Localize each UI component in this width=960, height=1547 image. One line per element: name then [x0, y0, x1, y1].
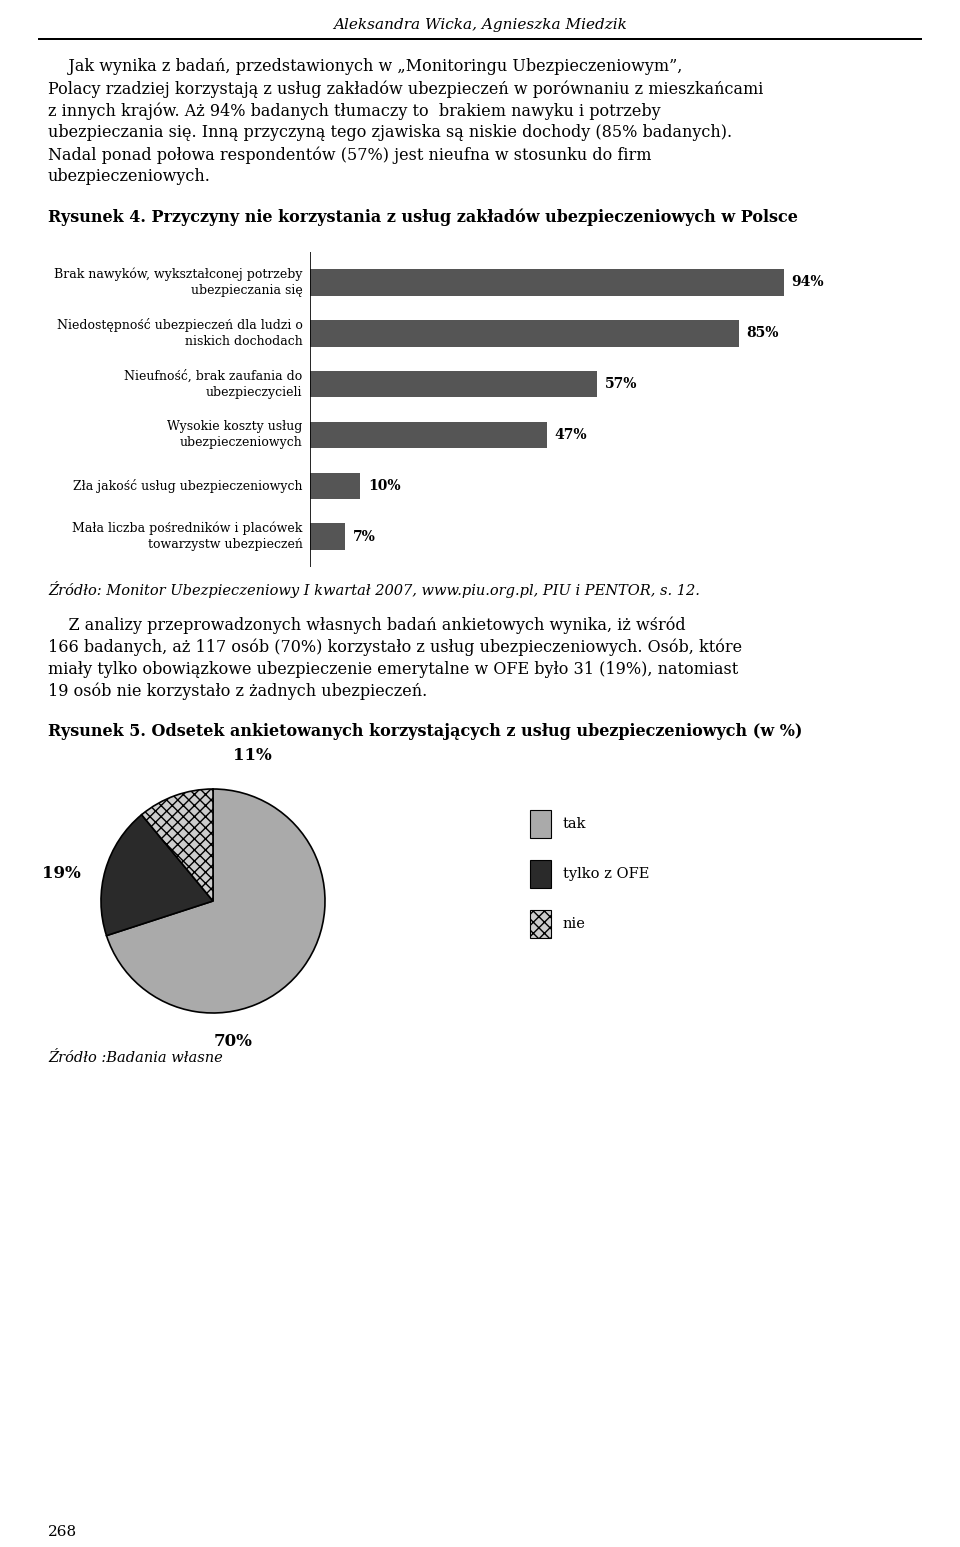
Text: 19%: 19%	[42, 865, 82, 882]
Text: Źródło: Monitor Ubezpieczeniowy I kwartał 2007, www.piu.org.pl, PIU i PENTOR, s.: Źródło: Monitor Ubezpieczeniowy I kwarta…	[48, 582, 700, 599]
Text: Nadal ponad połowa respondentów (57%) jest nieufna w stosunku do firm: Nadal ponad połowa respondentów (57%) je…	[48, 145, 652, 164]
Text: 10%: 10%	[368, 478, 400, 492]
Text: Z analizy przeprowadzonych własnych badań ankietowych wynika, iż wśród: Z analizy przeprowadzonych własnych bada…	[48, 617, 685, 634]
Text: 268: 268	[48, 1525, 77, 1539]
Text: 19 osób nie korzystało z żadnych ubezpieczeń.: 19 osób nie korzystało z żadnych ubezpie…	[48, 682, 427, 701]
Text: Niedostępność ubezpieczeń dla ludzi o
niskich dochodach: Niedostępność ubezpieczeń dla ludzi o ni…	[57, 319, 302, 348]
Text: ubezpieczeniowych.: ubezpieczeniowych.	[48, 169, 211, 186]
Text: Rysunek 5. Odsetek ankietowanych korzystających z usług ubezpieczeniowych (w %): Rysunek 5. Odsetek ankietowanych korzyst…	[48, 722, 803, 739]
Text: Polacy rzadziej korzystają z usług zakładów ubezpieczeń w porównaniu z mieszkańc: Polacy rzadziej korzystają z usług zakła…	[48, 80, 763, 97]
Text: 7%: 7%	[353, 529, 375, 543]
Wedge shape	[101, 815, 213, 936]
Bar	[310, 320, 738, 347]
Wedge shape	[142, 789, 213, 900]
Bar	[310, 422, 547, 449]
Text: Mała liczba pośredników i placówek
towarzystw ubezpieczeń: Mała liczba pośredników i placówek towar…	[72, 521, 302, 551]
Text: Zła jakość usług ubezpieczeniowych: Zła jakość usług ubezpieczeniowych	[73, 478, 302, 492]
Text: Nieufność, brak zaufania do
ubezpieczycieli: Nieufność, brak zaufania do ubezpieczyci…	[124, 370, 302, 399]
Text: ubezpieczania się. Inną przyczyną tego zjawiska są niskie dochody (85% badanych): ubezpieczania się. Inną przyczyną tego z…	[48, 124, 732, 141]
Bar	[310, 371, 597, 398]
Text: tylko z OFE: tylko z OFE	[563, 866, 649, 880]
Text: 47%: 47%	[555, 429, 588, 442]
Text: Jak wynika z badań, przedstawionych w „Monitoringu Ubezpieczeniowym”,: Jak wynika z badań, przedstawionych w „M…	[48, 57, 683, 74]
Bar	[310, 523, 346, 549]
Text: z innych krajów. Aż 94% badanych tłumaczy to  brakiem nawyku i potrzeby: z innych krajów. Aż 94% badanych tłumacz…	[48, 102, 660, 119]
Text: Wysokie koszty usług
ubezpieczeniowych: Wysokie koszty usług ubezpieczeniowych	[167, 421, 302, 449]
Text: Aleksandra Wicka, Agnieszka Miedzik: Aleksandra Wicka, Agnieszka Miedzik	[333, 19, 627, 32]
Text: Rysunek 4. Przyczyny nie korzystania z usług zakładów ubezpieczeniowych w Polsce: Rysunek 4. Przyczyny nie korzystania z u…	[48, 207, 798, 226]
Wedge shape	[107, 789, 325, 1013]
Text: Źródło :Badania własne: Źródło :Badania własne	[48, 1050, 223, 1064]
Text: 166 badanych, aż 117 osób (70%) korzystało z usług ubezpieczeniowych. Osób, któr: 166 badanych, aż 117 osób (70%) korzysta…	[48, 639, 742, 656]
Bar	[310, 472, 360, 500]
Text: nie: nie	[563, 917, 586, 931]
Bar	[310, 269, 784, 295]
Text: 70%: 70%	[214, 1033, 252, 1050]
Text: Brak nawyków, wykształconej potrzeby
ubezpieczania się: Brak nawyków, wykształconej potrzeby ube…	[54, 268, 302, 297]
Text: 57%: 57%	[605, 377, 637, 391]
Text: 94%: 94%	[792, 275, 825, 289]
Text: 85%: 85%	[746, 326, 779, 340]
Text: miały tylko obowiązkowe ubezpieczenie emerytalne w OFE było 31 (19%), natomiast: miały tylko obowiązkowe ubezpieczenie em…	[48, 661, 738, 678]
Text: tak: tak	[563, 817, 587, 831]
Text: 11%: 11%	[233, 747, 272, 764]
